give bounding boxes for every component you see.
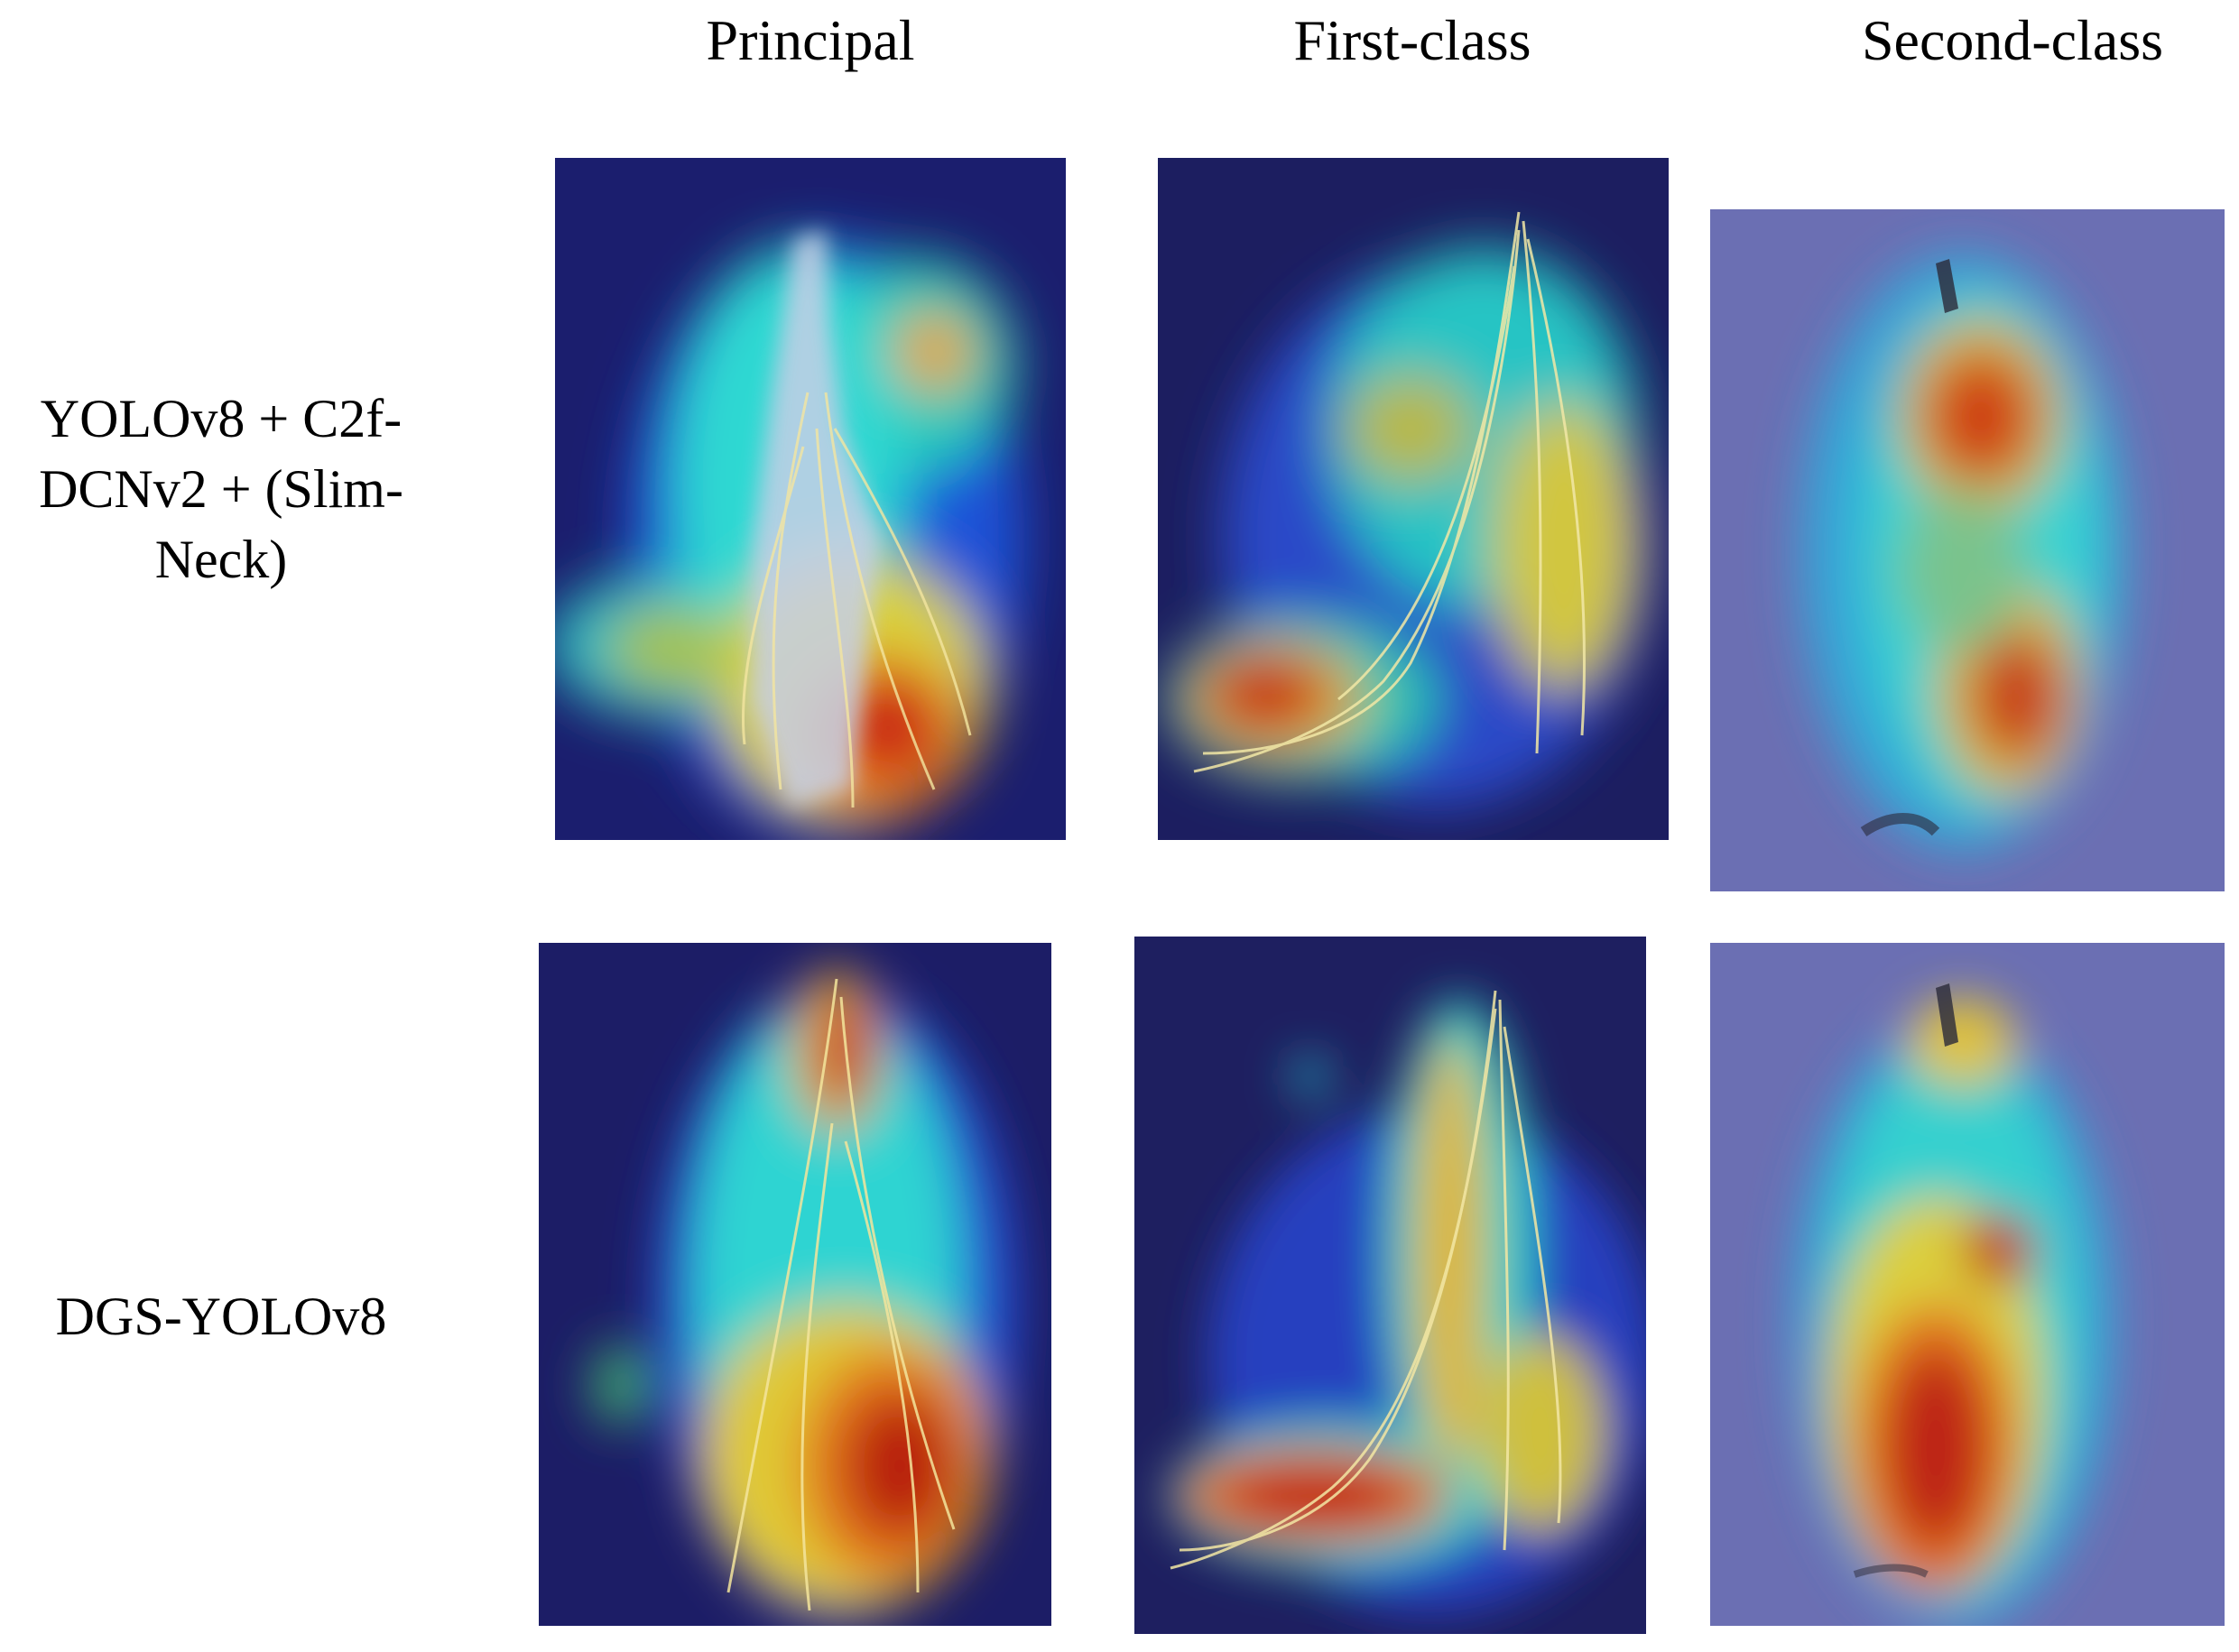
row-label-yolov8-c2f-dcnv2-slimneck: YOLOv8 + C2f- DCNv2 + (Slim- Neck) bbox=[0, 383, 442, 595]
column-header-principal: Principal bbox=[706, 8, 915, 72]
row-label-line: DGS-YOLOv8 bbox=[55, 1287, 387, 1346]
row-label-line: DCNv2 + (Slim- bbox=[39, 459, 403, 519]
column-header-first-class: First-class bbox=[1293, 8, 1531, 72]
heatmap-image-row2-principal bbox=[539, 943, 1051, 1626]
row-label-dgs-yolov8: DGS-YOLOv8 bbox=[0, 1281, 442, 1352]
heatmap-image-row1-second-class bbox=[1710, 209, 2225, 891]
row-label-line: Neck) bbox=[154, 530, 288, 589]
row-label-line: YOLOv8 + C2f- bbox=[40, 389, 402, 448]
heatmap-image-row1-principal bbox=[555, 158, 1066, 840]
column-header-second-class: Second-class bbox=[1861, 8, 2164, 72]
heatmap-image-row2-second-class bbox=[1710, 943, 2225, 1626]
heatmap-image-row1-first-class bbox=[1158, 158, 1669, 840]
heatmap-image-row2-first-class bbox=[1134, 937, 1646, 1634]
